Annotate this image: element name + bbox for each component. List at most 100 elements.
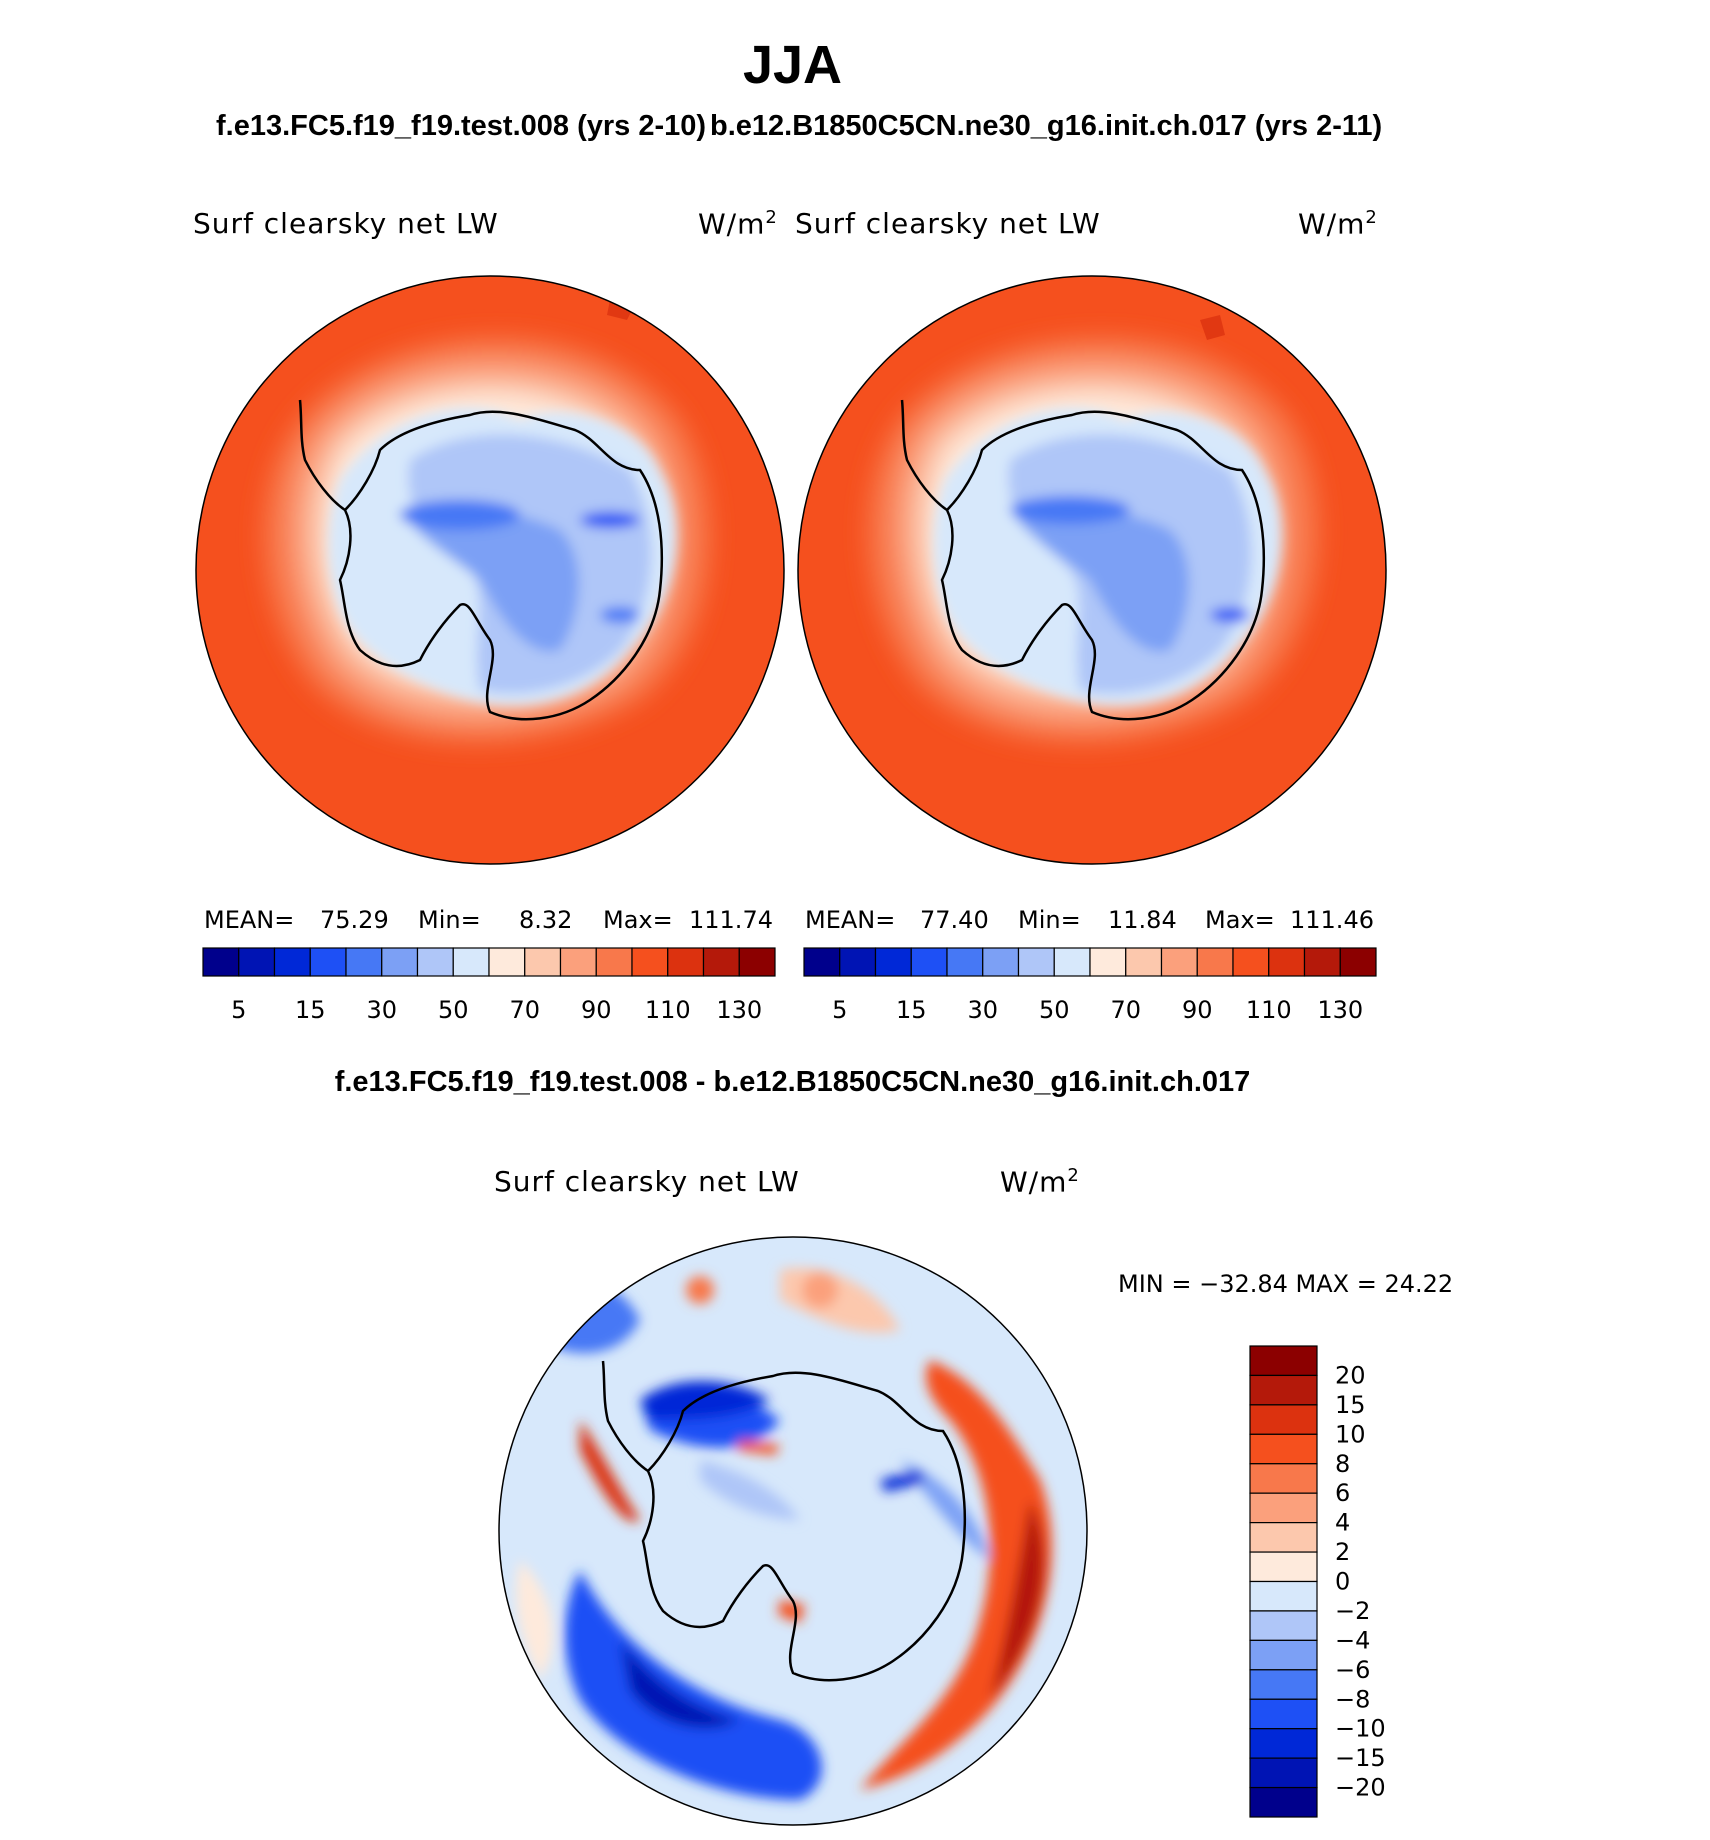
cb2-tick-label: 30 xyxy=(967,996,998,1024)
cb1-tick-label: 110 xyxy=(645,996,691,1024)
cb1-swatch-5 xyxy=(381,947,419,977)
cb3-tick-label: −10 xyxy=(1335,1715,1386,1743)
cb1-swatch-11 xyxy=(595,947,633,977)
panel2-units: W/m2 xyxy=(1298,207,1378,241)
cb3-swatch-11 xyxy=(1249,1669,1318,1700)
cb1-swatch-14 xyxy=(702,947,740,977)
cb3-tick-label: −2 xyxy=(1335,1597,1370,1625)
cb2-tick-label: 130 xyxy=(1317,996,1363,1024)
panel3-units: W/m2 xyxy=(1000,1165,1080,1199)
cb3-swatch-2 xyxy=(1249,1404,1318,1435)
map2-coastline xyxy=(940,410,1266,721)
cb2-swatch-12 xyxy=(1232,947,1270,977)
cb3-tick-label: −6 xyxy=(1335,1656,1370,1684)
cb2-tick-label: 70 xyxy=(1110,996,1141,1024)
cb3-tick-label: −20 xyxy=(1335,1774,1386,1802)
cb2-swatch-13 xyxy=(1268,947,1306,977)
cb1-swatch-0 xyxy=(202,947,240,977)
cb3-swatch-5 xyxy=(1249,1492,1318,1524)
cb1-swatch-2 xyxy=(273,947,311,977)
panel1-units: W/m2 xyxy=(698,207,778,241)
panel1-min-label: Min= xyxy=(418,906,481,934)
panel1-variable: Surf clearsky net LW xyxy=(193,207,499,240)
panel1-mean-label: MEAN= xyxy=(204,906,295,934)
cb1-tick-label: 130 xyxy=(716,996,762,1024)
cb3-tick-label: 10 xyxy=(1335,1420,1366,1448)
cb3-swatch-12 xyxy=(1249,1698,1318,1730)
cb2-swatch-0 xyxy=(803,947,841,977)
panel1-min-value: 8.32 xyxy=(519,906,573,934)
cb1-swatch-8 xyxy=(488,947,526,977)
cb1-swatch-7 xyxy=(452,947,490,977)
cb2-tick-label: 90 xyxy=(1182,996,1213,1024)
cb3-tick-label: 0 xyxy=(1335,1568,1350,1596)
cb1-swatch-4 xyxy=(345,947,383,977)
cb1-tick-label: 30 xyxy=(366,996,397,1024)
map3-coastline xyxy=(641,1371,967,1682)
cb3-swatch-15 xyxy=(1249,1786,1318,1818)
panel3-stats: MIN = −32.84 MAX = 24.22 xyxy=(1118,1270,1454,1298)
panel2-min-value: 11.84 xyxy=(1108,906,1177,934)
cb3-swatch-0 xyxy=(1249,1345,1318,1377)
cb1-swatch-3 xyxy=(309,947,347,977)
cb2-swatch-8 xyxy=(1089,947,1127,977)
cb2-tick-label: 5 xyxy=(832,996,847,1024)
panel1-max-value: 111.74 xyxy=(689,906,773,934)
cb3-tick-label: 8 xyxy=(1335,1450,1350,1478)
panel2-max-value: 111.46 xyxy=(1290,906,1374,934)
cb3-tick-label: 2 xyxy=(1335,1538,1350,1566)
cb2-tick-label: 50 xyxy=(1039,996,1070,1024)
map3 xyxy=(499,1237,1087,1825)
cb3-swatch-4 xyxy=(1249,1463,1318,1494)
cb1-swatch-12 xyxy=(631,947,669,977)
cb2-swatch-4 xyxy=(946,947,984,977)
cb2-swatch-14 xyxy=(1303,947,1341,977)
cb2-swatch-2 xyxy=(874,947,912,977)
cb3-tick-label: −4 xyxy=(1335,1626,1370,1654)
cb3-swatch-9 xyxy=(1249,1610,1318,1641)
panel2-mean-label: MEAN= xyxy=(805,906,896,934)
diff-title: f.e13.FC5.f19_f19.test.008 - b.e12.B1850… xyxy=(334,1066,1251,1098)
cb1-tick-label: 15 xyxy=(295,996,326,1024)
cb2-swatch-7 xyxy=(1053,947,1091,977)
cb3-tick-label: 6 xyxy=(1335,1479,1350,1507)
main-title: JJA xyxy=(742,35,843,95)
cb1-tick-label: 5 xyxy=(231,996,246,1024)
map1-coastline xyxy=(338,410,664,721)
cb3-swatch-6 xyxy=(1249,1522,1318,1553)
cb3-tick-label: −15 xyxy=(1335,1744,1386,1772)
cb1-swatch-9 xyxy=(524,947,562,977)
cb2-swatch-9 xyxy=(1125,947,1163,977)
cb1-tick-label: 70 xyxy=(509,996,540,1024)
case1-title: f.e13.FC5.f19_f19.test.008 (yrs 2-10) xyxy=(216,110,707,142)
map3-border xyxy=(498,1236,1088,1826)
panel2-min-label: Min= xyxy=(1018,906,1081,934)
cb3-tick-label: 15 xyxy=(1335,1391,1366,1419)
cb3-tick-label: 4 xyxy=(1335,1509,1350,1537)
cb3-swatch-8 xyxy=(1249,1580,1318,1612)
map2 xyxy=(798,276,1386,864)
panel2-max-label: Max= xyxy=(1205,906,1275,934)
colorbar-panel2: 5 15 30 50 70 90 110 130 xyxy=(803,947,1377,1024)
cb3-tick-label: −8 xyxy=(1335,1685,1370,1713)
cb2-swatch-15 xyxy=(1339,947,1377,977)
cb2-swatch-5 xyxy=(982,947,1020,977)
cb2-swatch-3 xyxy=(910,947,948,977)
panel1-max-label: Max= xyxy=(603,906,673,934)
cb3-swatch-7 xyxy=(1249,1551,1318,1583)
cb1-tick-label: 90 xyxy=(581,996,612,1024)
cb2-swatch-1 xyxy=(839,947,877,977)
cb2-swatch-11 xyxy=(1196,947,1234,977)
colorbar-panel1: 5 15 30 50 70 90 110 130 xyxy=(202,947,776,1024)
panel2-mean-value: 77.40 xyxy=(920,906,989,934)
map2-border xyxy=(797,275,1387,865)
map1 xyxy=(196,276,784,864)
panel1-mean-value: 75.29 xyxy=(320,906,389,934)
cb3-swatch-13 xyxy=(1249,1728,1318,1759)
case2-title: b.e12.B1850C5CN.ne30_g16.init.ch.017 (yr… xyxy=(710,110,1383,142)
panel2-variable: Surf clearsky net LW xyxy=(795,207,1101,240)
cb3-swatch-14 xyxy=(1249,1757,1318,1789)
cb2-tick-label: 110 xyxy=(1246,996,1292,1024)
map1-border xyxy=(195,275,785,865)
